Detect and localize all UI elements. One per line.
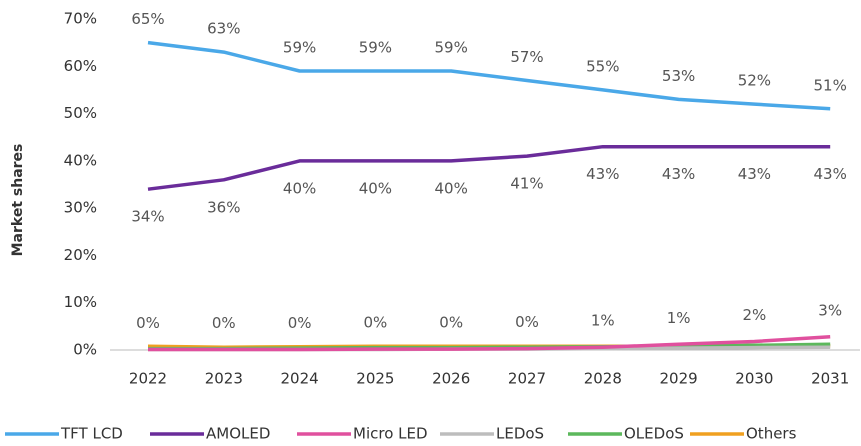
data-label: 55% <box>586 57 619 75</box>
x-tick-label: 2024 <box>281 370 319 388</box>
y-tick-label: 50% <box>64 104 97 122</box>
data-label: 40% <box>359 179 392 197</box>
data-label: 2% <box>743 306 767 324</box>
data-label: 53% <box>662 67 695 85</box>
x-tick-label: 2030 <box>735 370 773 388</box>
y-axis-label: Market shares <box>10 144 26 257</box>
legend-label: LEDoS <box>496 425 544 443</box>
data-label: 43% <box>738 165 771 183</box>
data-label: 3% <box>818 301 842 319</box>
data-label: 63% <box>207 20 240 38</box>
x-tick-label: 2026 <box>432 370 470 388</box>
y-tick-label: 0% <box>73 341 97 359</box>
x-tick-label: 2027 <box>508 370 546 388</box>
data-label: 59% <box>359 39 392 57</box>
y-tick-label: 70% <box>64 10 97 28</box>
data-label: 51% <box>814 76 847 94</box>
data-label: 0% <box>439 314 463 332</box>
legend-label: Micro LED <box>353 425 428 443</box>
data-label: 57% <box>510 48 543 66</box>
data-label: 0% <box>288 314 312 332</box>
x-tick-label: 2028 <box>584 370 622 388</box>
data-label: 0% <box>212 314 236 332</box>
x-tick-label: 2023 <box>205 370 243 388</box>
data-label: 59% <box>283 39 316 57</box>
data-label: 52% <box>738 72 771 90</box>
data-label: 43% <box>586 165 619 183</box>
data-label: 41% <box>510 175 543 193</box>
legend-label: TFT LCD <box>60 425 123 443</box>
data-label: 65% <box>131 10 164 28</box>
series-line <box>147 144 831 191</box>
legend-label: AMOLED <box>206 425 270 443</box>
x-tick-label: 2022 <box>129 370 167 388</box>
y-tick-label: 40% <box>64 151 97 169</box>
data-label: 43% <box>814 165 847 183</box>
series-line <box>147 40 831 111</box>
data-label: 0% <box>136 314 160 332</box>
x-tick-label: 2031 <box>811 370 849 388</box>
data-label: 0% <box>515 313 539 331</box>
data-label: 0% <box>364 314 388 332</box>
y-tick-label: 30% <box>64 199 97 217</box>
series-line <box>148 335 831 352</box>
y-tick-label: 20% <box>64 246 97 264</box>
data-label: 40% <box>283 179 316 197</box>
data-label: 1% <box>667 309 691 327</box>
data-label: 34% <box>131 208 164 226</box>
y-tick-label: 60% <box>64 57 97 75</box>
data-label: 43% <box>662 165 695 183</box>
x-tick-label: 2025 <box>356 370 394 388</box>
data-label: 40% <box>435 179 468 197</box>
data-label: 1% <box>591 312 615 330</box>
legend-label: OLEDoS <box>624 425 684 443</box>
data-label: 36% <box>207 198 240 216</box>
legend-label: Others <box>746 425 797 443</box>
y-tick-label: 10% <box>64 293 97 311</box>
x-tick-label: 2029 <box>660 370 698 388</box>
data-label: 59% <box>435 39 468 57</box>
